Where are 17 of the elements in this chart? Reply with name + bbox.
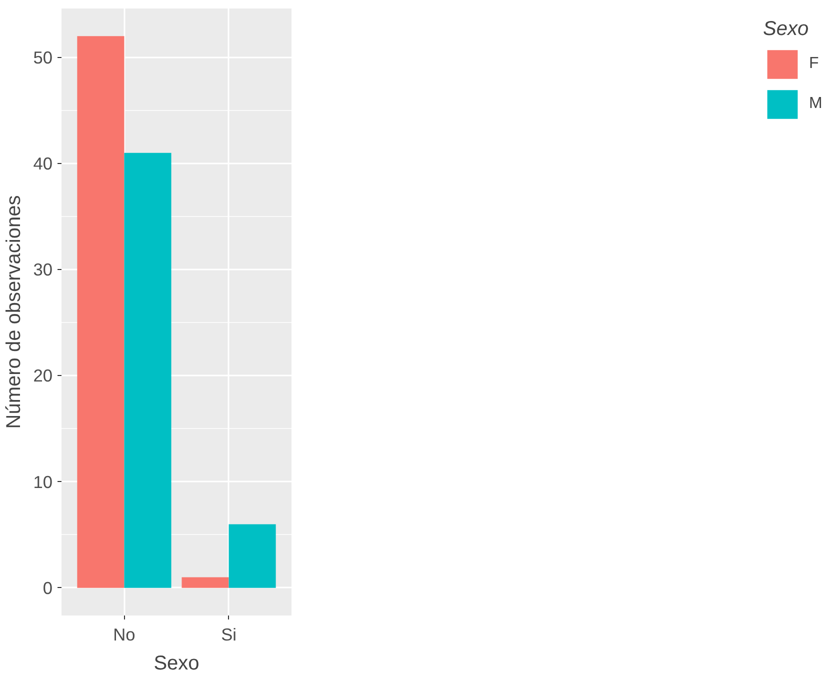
bar xyxy=(182,577,229,588)
x-axis-title: Sexo xyxy=(154,652,200,674)
legend-title: Sexo xyxy=(763,18,810,41)
y-axis-title: Número de observaciones xyxy=(3,195,26,429)
y-tick-label: 0 xyxy=(42,578,53,598)
x-tick-label: No xyxy=(113,624,136,644)
y-tick-label: 20 xyxy=(33,366,53,386)
y-tick-label: 30 xyxy=(33,260,53,280)
legend-label: F xyxy=(809,55,820,73)
y-tick-label: 50 xyxy=(33,47,53,68)
bar xyxy=(124,152,172,588)
y-tick-label: 10 xyxy=(33,472,53,492)
y-tick-label: 40 xyxy=(33,153,53,174)
legend-label: M xyxy=(809,95,824,113)
bar xyxy=(228,524,276,588)
x-tick-label: Si xyxy=(221,624,236,644)
bar xyxy=(77,36,124,588)
